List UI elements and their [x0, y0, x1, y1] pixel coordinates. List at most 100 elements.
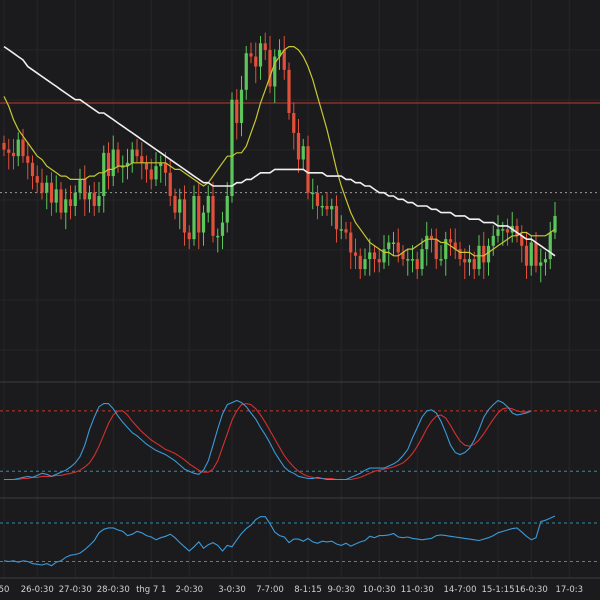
candle-body — [529, 242, 533, 266]
sub-indicator-pane — [0, 515, 600, 567]
candle-body — [520, 235, 524, 246]
candle-body — [439, 259, 443, 261]
candle-body — [372, 252, 377, 260]
candle-body — [211, 196, 215, 236]
candle-body — [206, 196, 210, 213]
candle-body — [406, 259, 410, 261]
x-tick-label: 14-7:00 — [444, 585, 477, 595]
ma-fast-line — [3, 46, 556, 257]
ma-slow-line — [3, 45, 556, 257]
candle-body — [111, 149, 115, 177]
candle-body — [434, 239, 438, 260]
candle-body — [472, 259, 476, 270]
candle-body — [249, 53, 253, 57]
candle-body — [425, 235, 429, 250]
x-tick-label: thg 7 1 — [136, 585, 166, 595]
candle-body — [106, 152, 111, 177]
candle-body — [192, 196, 196, 240]
x-tick-label: 17-0:3 — [555, 585, 583, 595]
candle-body — [144, 162, 149, 170]
x-tick-label: 2-0:30 — [175, 585, 203, 595]
candle-body — [401, 252, 405, 260]
price-pane — [0, 32, 600, 283]
candle-body — [429, 235, 434, 240]
candle-body — [235, 99, 239, 123]
candle-body — [230, 99, 234, 196]
x-tick-label: 7-7:00 — [256, 585, 284, 595]
candle-body — [515, 225, 519, 236]
candle-body — [358, 255, 362, 270]
candle-body — [486, 245, 491, 263]
candle-body — [244, 53, 248, 90]
candle-body — [254, 56, 258, 67]
candle-body — [201, 212, 206, 233]
candle-body — [306, 146, 310, 193]
candle-body — [21, 139, 25, 157]
candle-body — [68, 199, 73, 206]
candle-body — [387, 242, 391, 250]
candle-body — [163, 162, 168, 173]
candle-body — [415, 259, 419, 270]
candle-body — [377, 259, 381, 263]
candle-body — [121, 166, 125, 168]
candle-body — [64, 199, 68, 213]
candle-body — [444, 239, 448, 260]
candle-body — [391, 242, 396, 244]
candle-body — [59, 189, 63, 213]
candle-body — [543, 259, 548, 263]
candle-body — [26, 156, 30, 163]
candle-body — [467, 259, 472, 263]
candle-body — [368, 252, 372, 260]
candle-body — [524, 245, 529, 266]
grid-layer — [0, 0, 600, 579]
candle-body — [363, 259, 367, 270]
candle-body — [496, 229, 500, 236]
x-tick-label: 11-0:30 — [401, 585, 434, 595]
candle-body — [292, 113, 296, 133]
candle-body — [102, 152, 106, 196]
x-axis: 50 26-0:30 27-0:30 28-0:30 thg 7 1 2-0:30 3-0:… — [0, 585, 583, 595]
candle-body — [353, 252, 358, 256]
oscillator-main-line — [4, 399, 532, 481]
candle-body — [130, 149, 134, 163]
candle-body — [149, 169, 153, 180]
x-tick-label: 27-0:30 — [59, 585, 92, 595]
candle-body — [49, 182, 54, 203]
candle-body — [491, 235, 495, 246]
x-tick-label: 16-0:30 — [515, 585, 548, 595]
candle-body — [263, 43, 267, 50]
candle-body — [78, 179, 82, 193]
candle-body — [97, 196, 101, 206]
candle-body — [334, 205, 339, 230]
candle-body — [410, 259, 415, 261]
candle-body — [330, 205, 334, 210]
candle-body — [301, 146, 305, 160]
candle-body — [311, 192, 315, 195]
candle-body — [40, 182, 44, 193]
candle-body — [296, 132, 301, 160]
candle-body — [349, 232, 353, 253]
candle-body — [182, 199, 187, 233]
candle-body — [458, 249, 462, 260]
candle-body — [325, 205, 329, 210]
x-tick-label: 28-0:30 — [97, 585, 130, 595]
candle-body — [178, 199, 182, 213]
candle-body — [11, 152, 16, 157]
x-tick-label: 8-1:15 — [294, 585, 322, 595]
x-tick-label: 9-0:30 — [327, 585, 355, 595]
x-tick-label: 3-0:30 — [218, 585, 246, 595]
candle-body — [448, 239, 453, 243]
sub-indicator-line — [3, 515, 556, 567]
candle-body — [339, 229, 343, 231]
candle-body — [548, 232, 552, 260]
candle-body — [45, 182, 49, 193]
candle-body — [453, 242, 457, 250]
candle-body — [35, 176, 39, 183]
candle-body — [282, 49, 286, 70]
candle-body — [268, 49, 272, 87]
oscillator-signal-line — [4, 403, 532, 481]
candle-body — [16, 139, 20, 157]
candle-body — [239, 89, 244, 123]
candle-body — [225, 196, 229, 223]
